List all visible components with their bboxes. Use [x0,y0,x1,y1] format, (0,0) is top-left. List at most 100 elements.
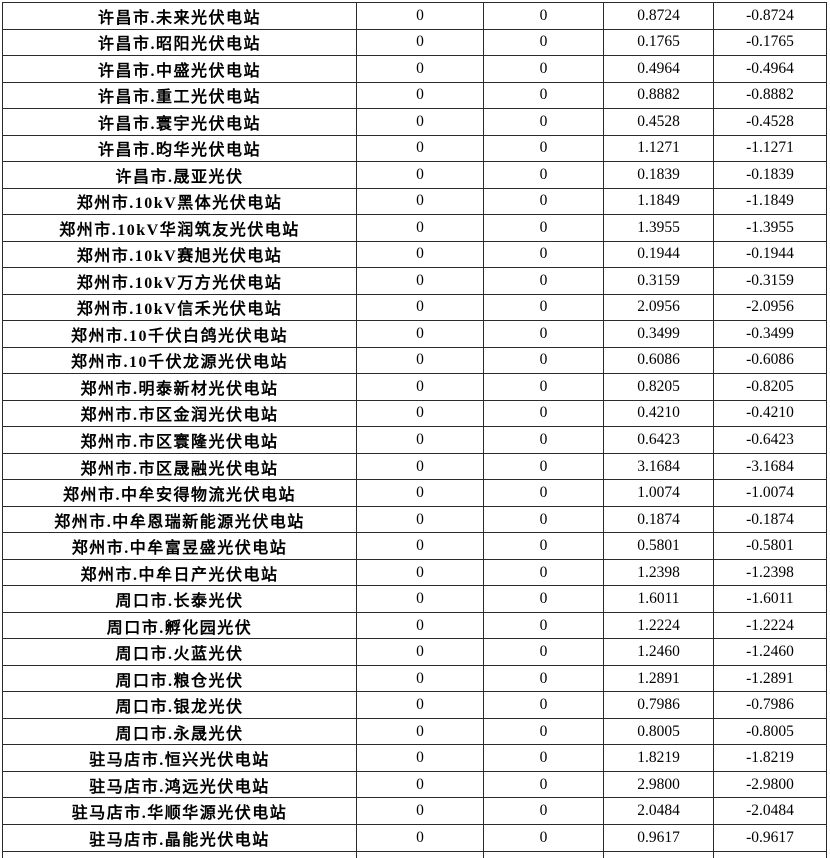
table-row: 郑州市.明泰新材光伏电站 0 0 0.8205 -0.8205 [2,373,827,401]
station-name-cell: 许昌市.昭阳光伏电站 [2,28,357,57]
station-name-cell: 许昌市.昀华光伏电站 [2,134,357,163]
value-cell: -0.6086 [713,346,827,375]
value-cell: -1.1271 [713,134,827,163]
value-cell: 2.9800 [603,770,714,799]
station-name-cell: 驻马店市.晶能光伏电站 [2,823,357,852]
table-row: 周口市.火蓝光伏 0 0 1.2460 -1.2460 [2,638,827,666]
table-row: 郑州市.市区晟融光伏电站 0 0 3.1684 -3.1684 [2,452,827,481]
station-name-cell: 许昌市.晟亚光伏 [2,161,357,189]
value-cell: 0.9617 [603,823,714,852]
value-cell: 1.2891 [603,664,714,693]
table-row: 郑州市.10千伏白鸽光伏电站 0 0 0.3499 -0.3499 [2,320,827,348]
value-cell: 0 [356,585,484,613]
table-row: 许昌市.昀华光伏电站 0 0 1.1271 -1.1271 [2,134,827,163]
value-cell: 0 [483,717,604,746]
value-cell: 0 [356,611,484,640]
station-name-cell: 周口市.银龙光伏 [2,691,357,719]
value-cell: 0 [483,638,604,666]
value-cell: 0 [356,505,484,534]
value-cell: -0.8882 [713,81,827,110]
value-cell: 0.6086 [603,346,714,375]
value-cell: 1.3955 [603,214,714,242]
station-name-cell: 周口市.孵化园光伏 [2,611,357,640]
table-row: 郑州市.中牟富昱盛光伏电站 0 0 0.5801 -0.5801 [2,532,827,560]
value-cell: 0 [483,585,604,613]
station-name-cell: 郑州市.10kV信禾光伏电站 [2,293,357,322]
value-cell: 0.3159 [603,267,714,295]
value-cell: 0.7986 [603,691,714,719]
value-cell: 0.1874 [603,505,714,534]
value-cell: 0 [356,797,484,825]
value-cell: 0 [483,426,604,454]
value-cell: 0 [356,532,484,560]
value-cell: 0.8205 [603,373,714,401]
station-name-cell: 郑州市.中牟日产光伏电站 [2,558,357,587]
value-cell: 2.0956 [603,293,714,322]
station-name-cell: 周口市.长泰光伏 [2,585,357,613]
value-cell: -0.4964 [713,55,827,83]
station-name-cell: 周口市.火蓝光伏 [2,638,357,666]
value-cell: 0 [356,691,484,719]
value-cell: 1.2224 [603,611,714,640]
value-cell: 0.3499 [603,320,714,348]
value-cell: 0 [356,267,484,295]
value-cell: 0 [356,108,484,136]
table-row: 郑州市.中牟安得物流光伏电站 0 0 1.0074 -1.0074 [2,479,827,507]
value-cell: 1.2398 [603,558,714,587]
value-cell: 2.0484 [603,797,714,825]
value-cell: -1.1849 [713,187,827,216]
value-cell: 3.1684 [603,452,714,481]
value-cell: 0 [483,744,604,772]
value-cell: -1.8219 [713,744,827,772]
value-cell: 1.8219 [603,744,714,772]
value-cell: 0 [356,214,484,242]
table-row: 周口市.银龙光伏 0 0 0.7986 -0.7986 [2,691,827,719]
value-cell: 0 [483,134,604,163]
value-cell: 0 [356,664,484,693]
value-cell: 0 [356,558,484,587]
station-name-cell: 郑州市.市区寰隆光伏电站 [2,426,357,454]
value-cell: 0 [483,81,604,110]
value-cell: -0.7986 [713,691,827,719]
value-cell: -0.4528 [713,108,827,136]
value-cell: 0 [356,770,484,799]
station-name-cell: 郑州市.市区晟融光伏电站 [2,452,357,481]
table-row: 许昌市.中盛光伏电站 0 0 0.4964 -0.4964 [2,55,827,83]
value-cell: 0 [356,240,484,269]
value-cell: 0 [483,452,604,481]
station-name-cell: 郑州市.明泰新材光伏电站 [2,373,357,401]
value-cell: 0 [483,505,604,534]
station-name-cell: 郑州市.10千伏龙源光伏电站 [2,346,357,375]
value-cell: -1.2891 [713,664,827,693]
value-cell: -1.2224 [713,611,827,640]
value-cell: 0 [483,823,604,852]
value-cell: 0 [483,293,604,322]
value-cell: -1.2398 [713,558,827,587]
table-row: 郑州市.10kV信禾光伏电站 0 0 2.0956 -2.0956 [2,293,827,322]
value-cell: 1.6011 [603,585,714,613]
station-name-cell: 驻马店市.华顺华源光伏电站 [2,797,357,825]
value-cell: 0 [483,558,604,587]
value-cell: -1.3955 [713,214,827,242]
value-cell: 0 [356,28,484,57]
value-cell: -1.0074 [713,479,827,507]
value-cell: 0 [483,161,604,189]
table-row: 周口市.粮仓光伏 0 0 1.2891 -1.2891 [2,664,827,693]
table-row: 许昌市.晟亚光伏 0 0 0.1839 -0.1839 [2,161,827,189]
value-cell: 0 [483,214,604,242]
value-cell: 0 [356,717,484,746]
value-cell: 0 [483,399,604,428]
value-cell: -1.2460 [713,638,827,666]
value-cell: -2.0484 [713,797,827,825]
value-cell: 0 [483,267,604,295]
value-cell: 0 [483,55,604,83]
value-cell: 0 [483,611,604,640]
value-cell: 1.1271 [603,134,714,163]
station-name-cell: 驻马店市.恒兴光伏电站 [2,744,357,772]
station-name-cell: 许昌市.寰宇光伏电站 [2,108,357,136]
value-cell: 1.0074 [603,479,714,507]
value-cell: 0.5801 [603,532,714,560]
station-name-cell: 郑州市.10kV华润筑友光伏电站 [2,214,357,242]
